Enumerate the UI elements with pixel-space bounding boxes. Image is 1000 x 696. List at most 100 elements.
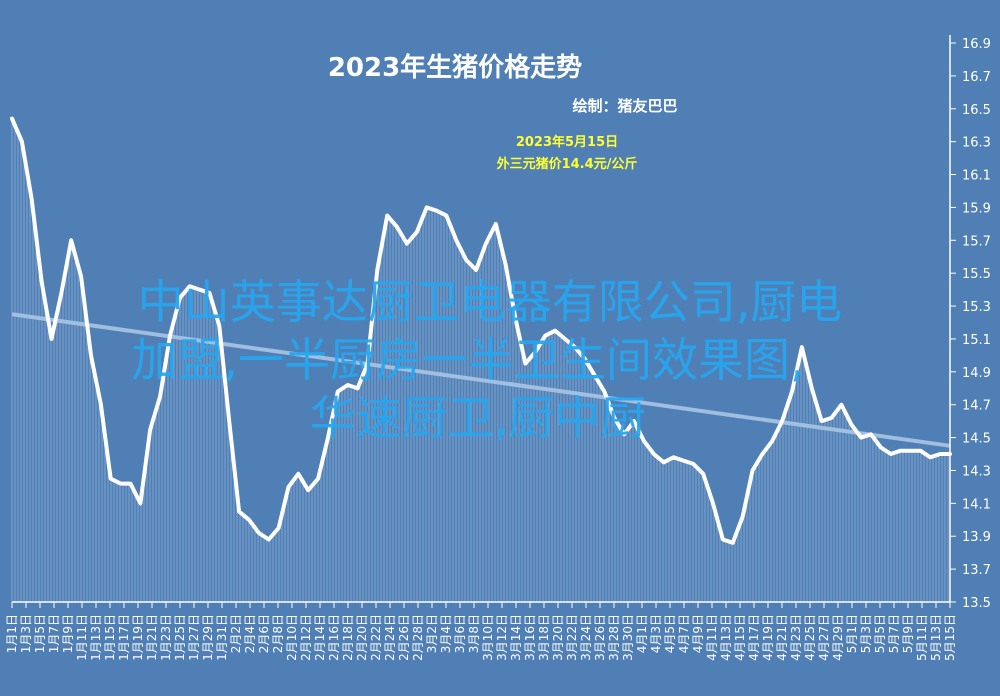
y-tick-label: 14.3 (962, 464, 991, 479)
x-tick-labels: 1月1日 1月3日 1月5日 1月7日 1月9日 1月11日 1月13日 1月15日 1月17日… (5, 614, 957, 661)
x-tick-label: 5月9日 (901, 614, 915, 653)
x-tick-label: 1月21日 (145, 614, 159, 661)
x-tick-label: 5月11日 (915, 614, 929, 661)
y-tick-label: 16.5 (962, 103, 991, 118)
x-tick-label: 2月14日 (313, 614, 327, 661)
x-tick-label: 3月6日 (453, 614, 467, 653)
x-tick-label: 1月31日 (215, 614, 229, 661)
x-tick-label: 4月3日 (649, 614, 663, 653)
x-tick-label: 1月23日 (159, 614, 173, 661)
watermark-line-3: 华速厨卫,厨中厨 (310, 391, 647, 445)
y-tick-label: 13.9 (962, 530, 991, 545)
y-tick-label: 15.9 (962, 201, 991, 216)
x-tick-label: 2月26日 (397, 614, 411, 661)
x-tick-label: 4月5日 (663, 614, 677, 653)
x-tick-label: 4月19日 (761, 614, 775, 661)
x-tick-label: 4月9日 (691, 614, 705, 653)
x-tick-label: 4月17日 (747, 614, 761, 661)
x-tick-label: 4月23日 (789, 614, 803, 661)
x-tick-label: 1月27日 (187, 614, 201, 661)
y-tick-label: 14.7 (962, 399, 991, 414)
y-tick-label: 16.3 (962, 136, 991, 151)
axis-layer (11, 35, 956, 608)
x-tick-label: 2月2日 (229, 614, 243, 653)
x-tick-label: 4月15日 (733, 614, 747, 661)
x-tick-label: 1月5日 (33, 614, 47, 653)
x-tick-label: 3月16日 (523, 614, 537, 661)
area-fill-bars (11, 118, 949, 602)
x-tick-label: 3月20日 (551, 614, 565, 661)
x-tick-label: 2月12日 (299, 614, 313, 661)
y-tick-label: 16.7 (962, 70, 991, 85)
x-tick-label: 1月29日 (201, 614, 215, 661)
x-tick-label: 3月12日 (495, 614, 509, 661)
x-tick-label: 3月26日 (593, 614, 607, 661)
y-tick-label: 15.5 (962, 267, 991, 282)
x-tick-label: 3月10日 (481, 614, 495, 661)
price-series-line (10, 116, 952, 545)
y-tick-label: 15.1 (962, 333, 991, 348)
y-tick-label: 15.3 (962, 300, 991, 315)
x-tick-label: 5月1日 (845, 614, 859, 653)
x-tick-label: 2月28日 (411, 614, 425, 661)
y-tick-label: 13.7 (962, 563, 991, 578)
x-tick-label: 3月22日 (565, 614, 579, 661)
y-tick-label: 14.5 (962, 432, 991, 447)
x-tick-label: 1月15日 (103, 614, 117, 661)
x-tick-label: 1月17日 (117, 614, 131, 661)
x-tick-label: 1月7日 (47, 614, 61, 653)
x-tick-label: 4月29日 (831, 614, 845, 661)
x-tick-label: 2月24日 (383, 614, 397, 661)
y-tick-label: 16.1 (962, 169, 991, 184)
y-tick-label: 14.9 (962, 366, 991, 381)
x-tick-label: 4月21日 (775, 614, 789, 661)
x-tick-label: 4月11日 (705, 614, 719, 661)
annotation-price: 外三元猪价14.4元/公斤 (496, 156, 638, 172)
x-tick-label: 2月6日 (257, 614, 271, 653)
annotation-date: 2023年5月15日 (516, 134, 618, 150)
x-tick-label: 1月1日 (5, 614, 19, 653)
x-tick-label: 4月27日 (817, 614, 831, 661)
x-tick-label: 1月25日 (173, 614, 187, 661)
x-tick-label: 2月4日 (243, 614, 257, 653)
watermark-line-1: 中山英事达厨卫电器有限公司,厨电 (138, 275, 843, 329)
price-line-layer (10, 116, 952, 545)
x-tick-label: 5月13日 (929, 614, 943, 661)
x-tick-label: 3月4日 (439, 614, 453, 653)
y-tick-labels: 13.5 13.7 13.9 14.1 14.3 14.5 14.7 14.9 15.1 15.3… (962, 37, 991, 611)
y-tick-label: 13.5 (962, 596, 991, 611)
x-tick-label: 4月7日 (677, 614, 691, 653)
x-tick-label: 2月8日 (271, 614, 285, 653)
x-tick-label: 5月3日 (859, 614, 873, 653)
x-tick-label: 2月10日 (285, 614, 299, 661)
chart-title: 2023年生猪价格走势 (328, 52, 582, 83)
x-tick-label: 2月22日 (369, 614, 383, 661)
x-tick-label: 3月8日 (467, 614, 481, 653)
x-tick-label: 5月15日 (943, 614, 957, 661)
x-tick-label: 3月30日 (621, 614, 635, 661)
y-tick-label: 14.1 (962, 497, 991, 512)
x-tick-label: 2月20日 (355, 614, 369, 661)
y-tick-label: 16.9 (962, 37, 991, 52)
y-tick-label: 15.7 (962, 234, 991, 249)
x-tick-label: 2月16日 (327, 614, 341, 661)
watermark-line-2: 加盟,一半厨房一半卫生间效果图, (131, 333, 804, 387)
x-tick-label: 1月19日 (131, 614, 145, 661)
x-tick-label: 5月5日 (873, 614, 887, 653)
x-tick-label: 3月18日 (537, 614, 551, 661)
x-tick-label: 3月28日 (607, 614, 621, 661)
x-tick-label: 3月24日 (579, 614, 593, 661)
x-tick-label: 3月2日 (425, 614, 439, 653)
x-tick-label: 1月3日 (19, 614, 33, 653)
x-tick-label: 1月11日 (75, 614, 89, 661)
x-tick-label: 4月25日 (803, 614, 817, 661)
x-tick-label: 3月14日 (509, 614, 523, 661)
chart-subtitle: 绘制：猪友巴巴 (572, 97, 677, 115)
x-tick-label: 1月9日 (61, 614, 75, 653)
x-tick-label: 4月1日 (635, 614, 649, 653)
x-tick-label: 2月18日 (341, 614, 355, 661)
x-tick-label: 4月13日 (719, 614, 733, 661)
x-tick-label: 1月13日 (89, 614, 103, 661)
